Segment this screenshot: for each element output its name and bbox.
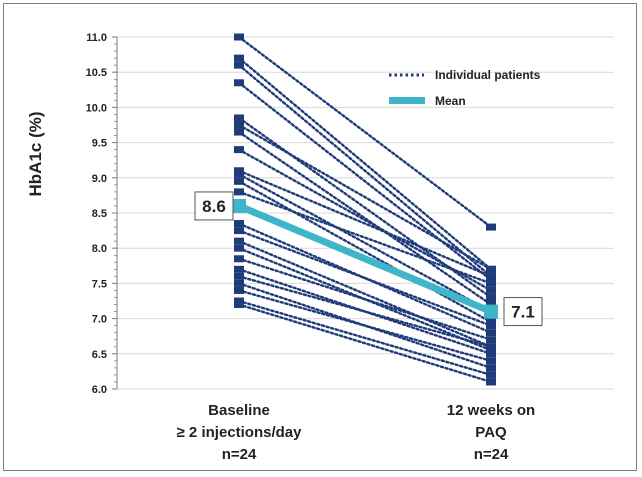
mean-week12-point xyxy=(484,304,498,319)
gridlines xyxy=(117,36,614,390)
patient-line xyxy=(237,116,493,299)
week12-point xyxy=(486,322,496,330)
week12-point xyxy=(486,357,496,365)
y-tick-label: 9.5 xyxy=(92,138,107,150)
baseline-point xyxy=(234,79,244,87)
baseline-point xyxy=(234,146,244,154)
week12-point xyxy=(486,279,496,287)
y-tick-label: 7.0 xyxy=(92,314,107,326)
baseline-point xyxy=(234,265,244,273)
y-tick-label: 6.0 xyxy=(92,384,107,396)
patient-line xyxy=(237,299,493,377)
patient-line xyxy=(237,257,493,341)
y-tick-label: 11.0 xyxy=(86,32,107,44)
y-tick-label: 7.5 xyxy=(92,278,107,290)
y-axis-label: HbA1c (%) xyxy=(26,111,45,196)
chart-frame: 6.0 6.5 7.0 7.5 8.0 8.5 9.0 9.5 10.0 10.5 11.0 HbA… xyxy=(3,3,637,471)
baseline-point xyxy=(234,61,244,69)
week12-point xyxy=(486,343,496,351)
y-axis: 6.0 6.5 7.0 7.5 8.0 8.5 9.0 9.5 10.0 10.5 11.0 xyxy=(86,32,118,396)
baseline-point xyxy=(234,170,244,178)
hba1c-chart: 6.0 6.5 7.0 7.5 8.0 8.5 9.0 9.5 10.0 10.5 11.0 HbA… xyxy=(26,32,614,463)
baseline-point xyxy=(234,244,244,252)
y-tick-label: 10.5 xyxy=(86,67,107,79)
y-tick-label: 8.0 xyxy=(92,243,107,255)
week12-point xyxy=(486,293,496,301)
individual-patient-lines xyxy=(234,33,496,386)
baseline-point xyxy=(234,286,244,294)
x-category-label: Baseline xyxy=(208,402,270,419)
mean-line xyxy=(237,202,493,315)
legend: Individual patients Mean xyxy=(389,68,541,108)
x-category-label: PAQ xyxy=(475,424,507,441)
patient-line xyxy=(237,190,493,285)
patient-line xyxy=(237,275,493,348)
legend-mean-label: Mean xyxy=(435,94,466,108)
x-category-label: ≥ 2 injections/day xyxy=(177,424,303,441)
y-tick-label: 8.5 xyxy=(92,208,107,220)
mean-data-labels: 8.6 7.1 xyxy=(194,191,543,327)
baseline-point xyxy=(234,177,244,185)
baseline-point xyxy=(234,237,244,245)
y-tick-label: 6.5 xyxy=(92,349,107,361)
baseline-mean-label-box xyxy=(194,191,234,221)
week12-point xyxy=(486,223,496,231)
baseline-point xyxy=(234,33,244,41)
patient-line xyxy=(237,303,493,384)
week12-point xyxy=(486,346,496,354)
baseline-point xyxy=(234,279,244,287)
week12-point xyxy=(486,371,496,379)
baseline-point xyxy=(234,297,244,305)
patient-line xyxy=(237,81,493,282)
week12-point xyxy=(486,350,496,358)
week12-point xyxy=(486,318,496,326)
patient-line xyxy=(237,173,493,313)
legend-mean-swatch xyxy=(389,97,425,104)
patient-line xyxy=(237,56,493,271)
mean-baseline-point xyxy=(232,198,246,213)
week12-point xyxy=(486,272,496,280)
x-category-label: n=24 xyxy=(474,446,509,463)
baseline-point xyxy=(234,220,244,228)
baseline-point xyxy=(234,114,244,122)
patient-line xyxy=(237,169,493,278)
baseline-point xyxy=(234,272,244,280)
patient-line xyxy=(237,63,493,278)
baseline-point xyxy=(234,255,244,263)
patient-line xyxy=(237,123,493,271)
baseline-point xyxy=(234,167,244,175)
baseline-point xyxy=(234,188,244,196)
week12-point xyxy=(486,286,496,294)
week12-point xyxy=(486,378,496,386)
y-tick-label: 10.0 xyxy=(86,102,107,114)
mean-series xyxy=(232,198,498,319)
x-axis-categories: Baseline ≥ 2 injections/day n=24 12 weeks o… xyxy=(177,402,536,463)
baseline-mean-label: 8.6 xyxy=(202,197,226,216)
baseline-point xyxy=(234,227,244,235)
patient-line xyxy=(237,180,493,324)
patient-line xyxy=(237,35,493,229)
patient-line xyxy=(237,130,493,306)
week12-point xyxy=(486,276,496,284)
legend-individual-label: Individual patients xyxy=(435,68,541,82)
patient-line xyxy=(237,239,493,348)
week12-point xyxy=(486,329,496,337)
week12-mean-label: 7.1 xyxy=(511,303,535,322)
week12-point xyxy=(486,364,496,372)
y-tick-label: 9.0 xyxy=(92,173,107,185)
baseline-point xyxy=(234,54,244,62)
baseline-point xyxy=(234,121,244,129)
patient-line xyxy=(237,229,493,327)
x-category-label: n=24 xyxy=(222,446,257,463)
baseline-point xyxy=(234,128,244,136)
x-category-label: 12 weeks on xyxy=(447,402,535,419)
week12-point xyxy=(486,336,496,344)
baseline-point xyxy=(234,301,244,309)
week12-mean-label-box xyxy=(503,297,543,327)
week12-point xyxy=(486,301,496,309)
patient-line xyxy=(237,289,493,363)
week12-point xyxy=(486,265,496,273)
